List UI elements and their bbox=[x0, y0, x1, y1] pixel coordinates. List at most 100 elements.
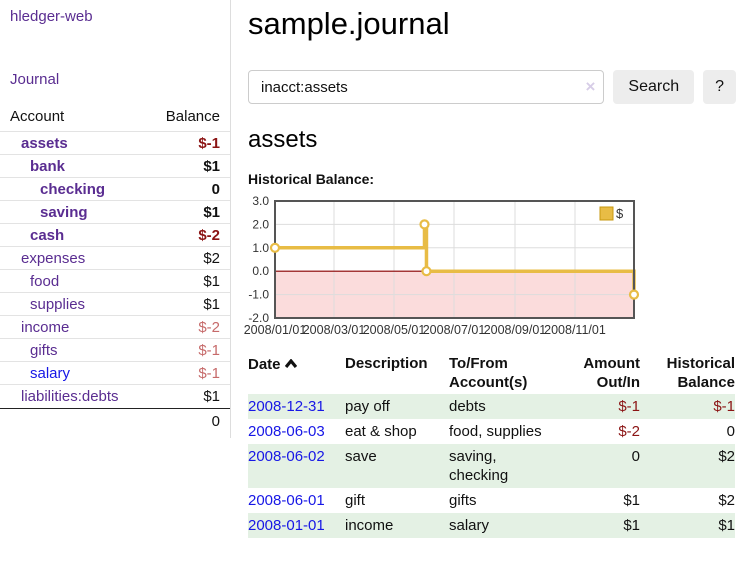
account-balance: $-1 bbox=[198, 134, 220, 152]
date-header-label: Date bbox=[248, 356, 281, 373]
account-row: food $1 bbox=[0, 270, 230, 293]
account-balance: $1 bbox=[203, 203, 220, 221]
transaction-balance: $-1 bbox=[640, 394, 735, 419]
search-form: × Search ? bbox=[248, 70, 736, 104]
x-tick-label: 2008/11/01 bbox=[544, 323, 606, 337]
data-point-marker bbox=[628, 289, 640, 300]
transaction-description: gift bbox=[345, 492, 366, 509]
y-tick-label: 2.0 bbox=[252, 217, 269, 231]
transaction-accounts: salary bbox=[449, 513, 561, 538]
transaction-date-link[interactable]: 2008-12-31 bbox=[248, 398, 325, 415]
clear-search-icon[interactable]: × bbox=[585, 77, 596, 96]
y-tick-label: 0.0 bbox=[252, 264, 269, 278]
account-balance: $1 bbox=[203, 388, 220, 405]
y-tick-label: -1.0 bbox=[248, 288, 269, 302]
search-input[interactable] bbox=[248, 70, 605, 104]
search-button[interactable]: Search bbox=[613, 70, 695, 104]
transaction-amount: 0 bbox=[561, 444, 640, 488]
account-row: expenses $2 bbox=[0, 247, 230, 270]
main-content: sample.journal × Search ? assets Histori… bbox=[244, 0, 736, 538]
y-tick-label: 1.0 bbox=[252, 241, 269, 255]
historical-balance-chart: $3.0 2.0 1.0 0.0 -1.0 -2.02008/01/012008/03/0… bbox=[244, 194, 640, 337]
account-balance: $1 bbox=[203, 272, 220, 290]
account-link-bank[interactable]: bank bbox=[30, 157, 66, 175]
transaction-date-link[interactable]: 2008-06-01 bbox=[248, 492, 325, 509]
balance-column-label: Balance bbox=[165, 108, 220, 125]
register-row: 2008-06-03 eat & shop food, supplies $-2… bbox=[248, 419, 735, 444]
account-link-income[interactable]: income bbox=[21, 318, 70, 336]
column-header-amount: Amount Out/In bbox=[583, 355, 640, 391]
account-row: cash $-2 bbox=[0, 224, 230, 247]
data-point-marker bbox=[419, 219, 430, 230]
x-tick-label: 2008/07/01 bbox=[423, 323, 486, 337]
account-balance: $-2 bbox=[198, 226, 220, 244]
account-balance: $-2 bbox=[198, 318, 220, 336]
x-tick-label: 2008/09/01 bbox=[484, 323, 547, 337]
transaction-accounts: food, supplies bbox=[449, 423, 542, 440]
accounts-total-row: 0 bbox=[0, 408, 230, 436]
x-tick-label: 2008/05/01 bbox=[363, 323, 426, 337]
transaction-balance: $1 bbox=[640, 513, 735, 538]
transaction-date-link[interactable]: 2008-01-01 bbox=[248, 517, 325, 534]
column-header-accounts: To/From Account(s) bbox=[449, 355, 528, 391]
account-row: assets $-1 bbox=[0, 132, 230, 155]
account-balance: $2 bbox=[203, 249, 220, 267]
account-heading: assets bbox=[248, 126, 318, 153]
column-header-date[interactable]: Date bbox=[248, 352, 345, 394]
register-row: 2008-01-01 income salary $1 $1 bbox=[248, 513, 735, 538]
transaction-amount: $-2 bbox=[618, 423, 640, 440]
account-row: bank $1 bbox=[0, 155, 230, 178]
transaction-balance: 0 bbox=[726, 423, 735, 440]
accounts-tree: assets $-1 bank $1 checking 0 saving $1 … bbox=[0, 131, 230, 408]
transaction-description: pay off bbox=[345, 394, 449, 419]
account-row: checking 0 bbox=[0, 178, 230, 201]
account-link-gifts[interactable]: gifts bbox=[30, 341, 58, 359]
account-link-food[interactable]: food bbox=[30, 272, 60, 290]
account-row: income $-2 bbox=[0, 316, 230, 339]
column-header-balance: Historical Balance bbox=[666, 355, 735, 391]
accounts-column-label: Account bbox=[10, 108, 65, 125]
register-table: Date Description To/From Account(s) Amou… bbox=[248, 352, 735, 538]
sidebar: hledger-web Journal Account Balance asse… bbox=[0, 0, 231, 438]
account-row: liabilities:debts $1 bbox=[0, 385, 230, 408]
account-link-cash[interactable]: cash bbox=[30, 226, 65, 244]
transaction-date-link[interactable]: 2008-06-03 bbox=[248, 423, 325, 440]
plot-border bbox=[274, 200, 635, 319]
transaction-date-link[interactable]: 2008-06-02 bbox=[248, 448, 325, 465]
register-header-row: Date Description To/From Account(s) Amou… bbox=[248, 352, 735, 394]
account-row: salary $-1 bbox=[0, 362, 230, 385]
x-tick-label: 2008/03/01 bbox=[303, 323, 366, 337]
account-link-liabilities-debts[interactable]: liabilities:debts bbox=[21, 388, 119, 405]
data-point-marker bbox=[421, 266, 432, 277]
account-link-expenses[interactable]: expenses bbox=[21, 249, 86, 267]
transaction-accounts: gifts bbox=[449, 492, 477, 509]
account-link-assets[interactable]: assets bbox=[21, 134, 68, 152]
transaction-accounts: saving, checking bbox=[449, 444, 561, 488]
account-link-salary[interactable]: salary bbox=[30, 364, 71, 382]
transaction-amount: $1 bbox=[623, 492, 640, 509]
register-row: 2008-12-31 pay off debts $-1 $-1 bbox=[248, 394, 735, 419]
transaction-amount: $-1 bbox=[561, 394, 640, 419]
account-link-checking[interactable]: checking bbox=[40, 180, 106, 198]
transaction-balance: $2 bbox=[718, 492, 735, 509]
y-tick-label: 3.0 bbox=[252, 194, 269, 208]
search-box: × bbox=[248, 70, 605, 104]
register-row: 2008-06-02 save saving, checking 0 $2 bbox=[248, 444, 735, 488]
transaction-description: income bbox=[345, 513, 449, 538]
app-brand-link[interactable]: hledger-web bbox=[10, 8, 93, 25]
register-row: 2008-06-01 gift gifts $1 $2 bbox=[248, 488, 735, 513]
transaction-balance: $2 bbox=[640, 444, 735, 488]
account-link-supplies[interactable]: supplies bbox=[30, 295, 86, 313]
chart-title: Historical Balance: bbox=[248, 171, 375, 187]
account-link-saving[interactable]: saving bbox=[40, 203, 88, 221]
account-row: gifts $-1 bbox=[0, 339, 230, 362]
page-title: sample.journal bbox=[248, 6, 450, 41]
search-help-button[interactable]: ? bbox=[703, 70, 736, 104]
x-tick-label: 2008/01/01 bbox=[244, 323, 307, 337]
account-balance: 0 bbox=[211, 180, 220, 198]
sidebar-item-journal[interactable]: Journal bbox=[10, 71, 60, 88]
legend-label: $ bbox=[616, 206, 624, 221]
legend-swatch bbox=[599, 206, 614, 221]
transaction-description: save bbox=[345, 444, 449, 488]
accounts-table-header: Account Balance bbox=[0, 102, 230, 131]
